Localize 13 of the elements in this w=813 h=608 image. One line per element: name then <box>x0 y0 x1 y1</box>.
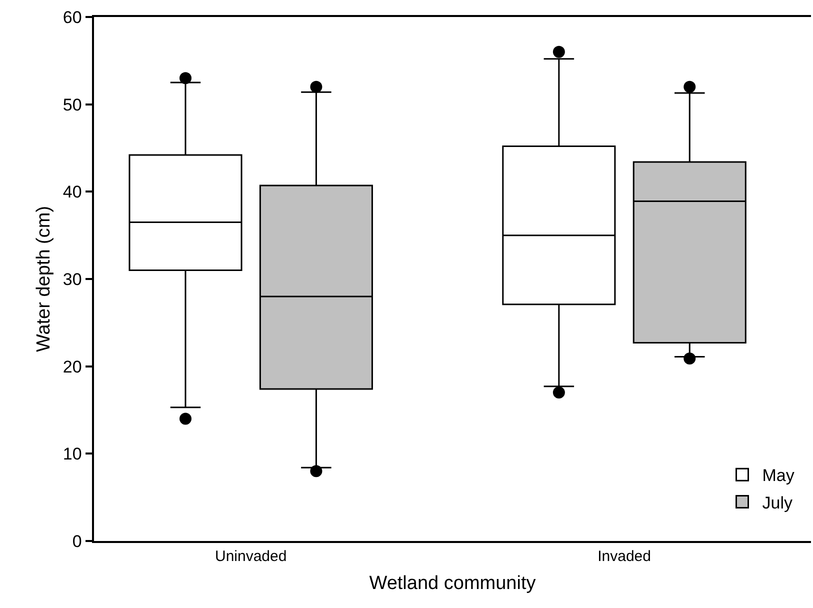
x-axis-title: Wetland community <box>369 573 536 594</box>
y-tick-label: 60 <box>62 8 82 27</box>
x-tick-label: Invaded <box>598 548 651 565</box>
y-tick-label: 0 <box>72 532 82 551</box>
y-tick-label: 10 <box>62 444 82 464</box>
y-tick-label: 40 <box>62 182 82 202</box>
legend-label: July <box>762 493 793 512</box>
y-tick-label: 30 <box>62 270 82 289</box>
y-tick-label: 50 <box>62 95 82 114</box>
legend-label: May <box>762 466 795 486</box>
y-tick-label: 20 <box>62 357 82 376</box>
x-tick-label: Uninvaded <box>214 548 287 565</box>
y-axis-title: Water depth (cm) <box>33 206 54 352</box>
